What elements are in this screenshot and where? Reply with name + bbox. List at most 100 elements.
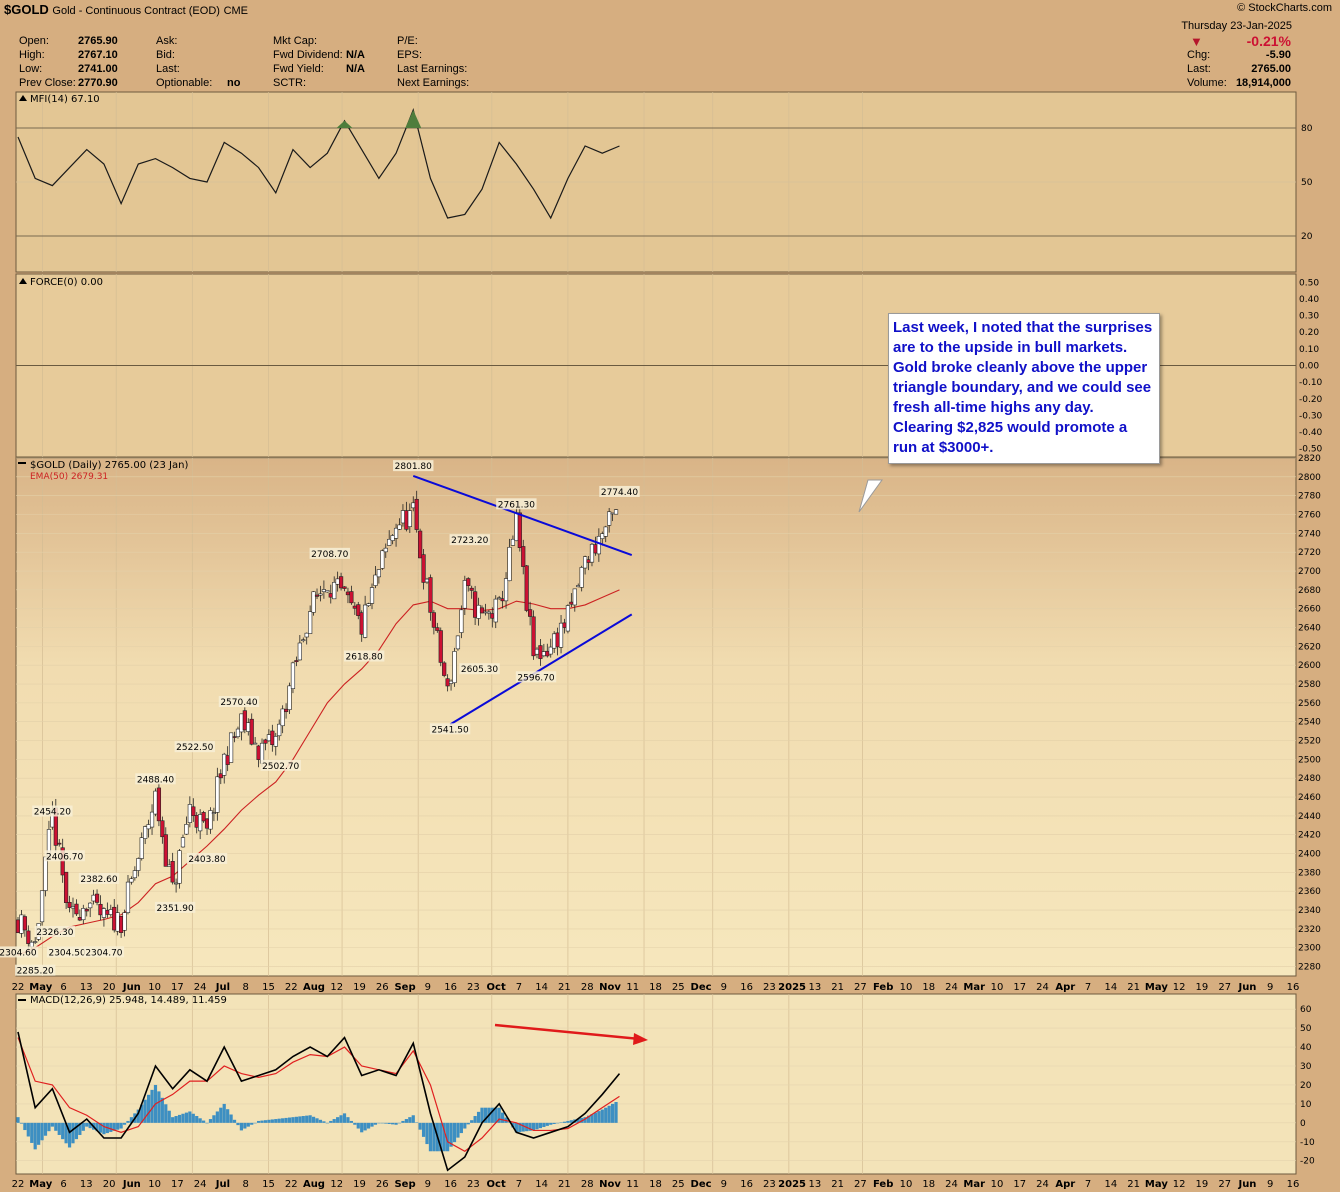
force-tick-label: 0.00 <box>1299 362 1319 372</box>
quote-date: Thursday 23-Jan-2025 <box>1181 20 1292 32</box>
price-label-bg <box>14 964 56 976</box>
last-price-value: 2765.00 <box>1251 63 1291 75</box>
macd-histogram-bar <box>535 1122 539 1130</box>
x-axis-label: 9 <box>1267 982 1273 993</box>
x-axis-label: Sep <box>394 982 415 993</box>
price-label: 2502.70 <box>262 762 299 772</box>
down-candle <box>270 730 275 746</box>
price-label: 2488.40 <box>137 775 174 785</box>
volume-value: 18,914,000 <box>1235 77 1291 89</box>
up-candle <box>424 578 430 583</box>
x-axis-label: 27 <box>1218 982 1231 993</box>
down-candle <box>418 530 423 559</box>
macd-histogram-bar <box>150 1089 154 1123</box>
macd-histogram-bar <box>157 1091 161 1123</box>
fwddiv-value: N/A <box>346 49 365 61</box>
macd-histogram-bar <box>401 1120 405 1123</box>
price-label-bg <box>46 946 88 958</box>
x-axis-label: 16 <box>444 982 457 993</box>
x-axis-label: 24 <box>194 982 207 993</box>
down-candle <box>249 718 254 745</box>
macd-histogram-bar <box>336 1117 340 1123</box>
macd-histogram-bar <box>102 1122 106 1135</box>
macd-histogram-bar <box>201 1120 206 1123</box>
macd-legend-marker <box>18 999 26 1001</box>
up-candle <box>541 651 546 657</box>
macd-histogram-bar <box>16 1117 20 1123</box>
down-candle <box>294 660 299 663</box>
x-axis-label: Jun <box>1237 982 1256 993</box>
price-tick-label: 2740 <box>1298 529 1321 539</box>
down-candle <box>431 612 436 628</box>
macd-histogram-bar <box>298 1116 302 1123</box>
mfi-collapse-icon[interactable] <box>19 95 27 101</box>
price-tick-label: 2400 <box>1298 850 1321 860</box>
down-candle <box>201 812 206 822</box>
x-axis-label: 12 <box>330 1179 343 1190</box>
x-axis-label: 18 <box>649 1179 662 1190</box>
x-axis-label: 19 <box>353 982 366 993</box>
macd-histogram-bar <box>611 1103 615 1123</box>
force-collapse-icon[interactable] <box>19 278 27 284</box>
macd-histogram-bar <box>442 1122 446 1152</box>
macd-tick-label: 20 <box>1300 1081 1312 1091</box>
macd-histogram-bar <box>473 1116 477 1123</box>
macd-histogram-bar <box>291 1117 295 1123</box>
x-axis-label: Mar <box>963 982 985 993</box>
change-percent: -0.21% <box>1246 33 1291 49</box>
down-candle <box>469 587 474 591</box>
macd-histogram-bar <box>301 1116 305 1123</box>
price-label-bg <box>186 852 228 864</box>
up-candle <box>318 593 323 596</box>
macd-histogram-bar <box>26 1122 30 1137</box>
up-candle <box>308 611 313 634</box>
x-axis-label: 12 <box>330 982 343 993</box>
price-title: $GOLD (Daily) 2765.00 (23 Jan) <box>30 460 188 471</box>
up-candle <box>29 941 34 948</box>
macd-histogram-bar <box>322 1121 326 1123</box>
macd-histogram-bar <box>23 1122 27 1131</box>
price-tick-label: 2460 <box>1298 793 1321 803</box>
optionable-label: Optionable: <box>156 77 213 89</box>
down-candle <box>349 591 354 604</box>
down-candle <box>191 806 196 817</box>
price-tick-label: 2340 <box>1298 906 1321 916</box>
force-tick-label: -0.40 <box>1299 428 1323 438</box>
price-label: 2382.60 <box>80 875 117 885</box>
up-candle <box>19 914 24 934</box>
high-value: 2767.10 <box>78 49 118 61</box>
up-candle <box>311 591 316 613</box>
up-candle <box>108 909 113 915</box>
up-candle <box>122 912 127 931</box>
macd-histogram-bar <box>212 1115 216 1123</box>
force-tick-label: 0.50 <box>1299 278 1319 288</box>
force-tick-label: -0.50 <box>1299 445 1323 455</box>
down-candle <box>98 903 103 916</box>
macd-histogram-bar <box>74 1122 79 1140</box>
up-candle <box>610 512 615 515</box>
up-candle <box>534 648 540 655</box>
macd-histogram-bar <box>549 1122 553 1125</box>
down-candle <box>283 708 289 713</box>
macd-histogram-bar <box>263 1120 268 1123</box>
price-label-bg <box>32 805 73 817</box>
macd-histogram-bar <box>57 1122 61 1135</box>
macd-histogram-bar <box>466 1122 470 1125</box>
mfi-series <box>17 108 620 220</box>
up-candle <box>143 826 148 839</box>
macd-histogram-bar <box>404 1119 408 1123</box>
annotation-callout: Last week, I noted that the surprises ar… <box>888 313 1160 464</box>
macd-histogram-bar <box>243 1122 247 1129</box>
up-candle <box>493 598 498 623</box>
x-axis-label: Aug <box>303 982 325 993</box>
x-axis-label: 21 <box>1127 1179 1140 1190</box>
price-label-bg <box>599 485 640 497</box>
x-axis-label: 18 <box>922 982 935 993</box>
price-tick-label: 2300 <box>1298 944 1321 954</box>
mfi-overbought-fill <box>336 120 353 128</box>
down-candle <box>15 919 21 933</box>
down-candle <box>170 861 175 883</box>
macd-histogram-bar <box>432 1122 436 1152</box>
x-axis-label: 7 <box>1085 1179 1091 1190</box>
force-tick-label: 0.20 <box>1299 328 1319 338</box>
